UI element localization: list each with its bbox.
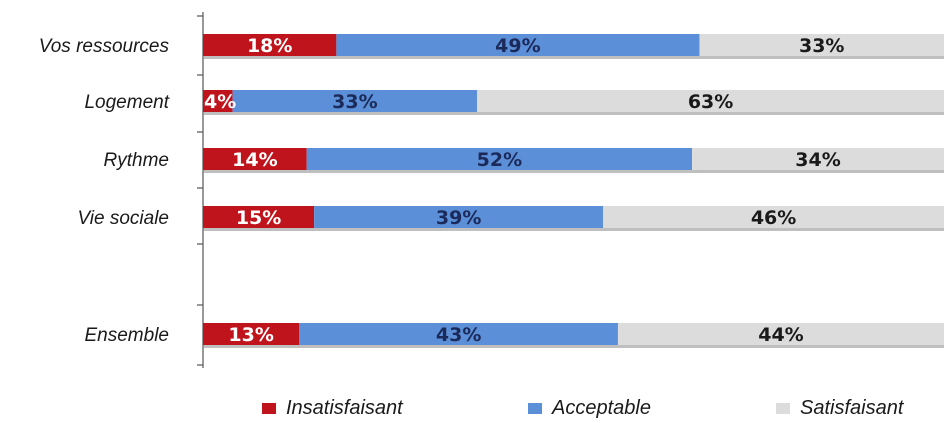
category-label-vie-sociale: Vie sociale: [77, 208, 169, 229]
legend-item-satisfaisant: Satisfaisant: [776, 396, 903, 420]
data-label-insatisfaisant-logement: 4%: [204, 91, 236, 113]
bar-satisfaisant-logement: [477, 90, 944, 112]
bar-insatisfaisant-ensemble: [203, 323, 300, 345]
bar-acceptable-vos-ressources: [336, 34, 700, 56]
category-label-ensemble: Ensemble: [85, 325, 170, 346]
data-label-satisfaisant-logement: 63%: [688, 91, 733, 113]
legend-item-insatisfaisant: Insatisfaisant: [262, 396, 403, 420]
legend-swatch-satisfaisant: [776, 402, 790, 414]
data-label-insatisfaisant-vos-ressources: 18%: [247, 35, 292, 57]
bar-satisfaisant-rythme: [692, 148, 944, 170]
category-label-rythme: Rythme: [104, 150, 169, 171]
category-label-logement: Logement: [84, 92, 169, 113]
bar-satisfaisant-vos-ressources: [699, 34, 944, 56]
data-label-acceptable-vie-sociale: 39%: [436, 207, 481, 229]
legend-item-acceptable: Acceptable: [528, 396, 651, 420]
bar-insatisfaisant-rythme: [203, 148, 307, 170]
data-label-insatisfaisant-rythme: 14%: [232, 149, 277, 171]
data-label-acceptable-vos-ressources: 49%: [495, 35, 540, 57]
data-label-satisfaisant-ensemble: 44%: [758, 324, 803, 346]
chart-legend: Insatisfaisant Acceptable Satisfaisant: [0, 396, 944, 420]
data-label-satisfaisant-vos-ressources: 33%: [799, 35, 844, 57]
bar-acceptable-rythme: [306, 148, 693, 170]
bar-shadow: [203, 170, 944, 173]
bar-shadow: [203, 228, 944, 231]
data-label-acceptable-rythme: 52%: [477, 149, 522, 171]
bar-satisfaisant-ensemble: [617, 323, 944, 345]
legend-label-satisfaisant: Satisfaisant: [800, 396, 904, 419]
data-label-acceptable-ensemble: 43%: [436, 324, 481, 346]
data-label-satisfaisant-rythme: 34%: [795, 149, 840, 171]
data-label-acceptable-logement: 33%: [332, 91, 377, 113]
bar-insatisfaisant-logement: [203, 90, 233, 112]
data-label-insatisfaisant-ensemble: 13%: [228, 324, 273, 346]
bar-insatisfaisant-vie-sociale: [203, 206, 315, 228]
bar-shadow: [203, 345, 944, 348]
bar-shadow: [203, 112, 944, 115]
data-label-satisfaisant-vie-sociale: 46%: [751, 207, 796, 229]
bar-acceptable-vie-sociale: [314, 206, 604, 228]
legend-swatch-acceptable: [528, 402, 542, 414]
data-label-insatisfaisant-vie-sociale: 15%: [236, 207, 281, 229]
legend-swatch-insatisfaisant: [262, 402, 276, 414]
legend-label-insatisfaisant: Insatisfaisant: [286, 396, 403, 419]
bar-shadow: [203, 56, 944, 59]
stacked-bar-chart: Vos ressources 18% 49% 33% Logement 4% 33% 63% R…: [39, 12, 944, 368]
category-label-vos-ressources: Vos ressources: [39, 36, 170, 57]
bar-acceptable-logement: [232, 90, 478, 112]
bar-insatisfaisant-vos-ressources: [203, 34, 337, 56]
bar-acceptable-ensemble: [299, 323, 618, 345]
bar-satisfaisant-vie-sociale: [603, 206, 944, 228]
legend-label-acceptable: Acceptable: [552, 396, 651, 419]
